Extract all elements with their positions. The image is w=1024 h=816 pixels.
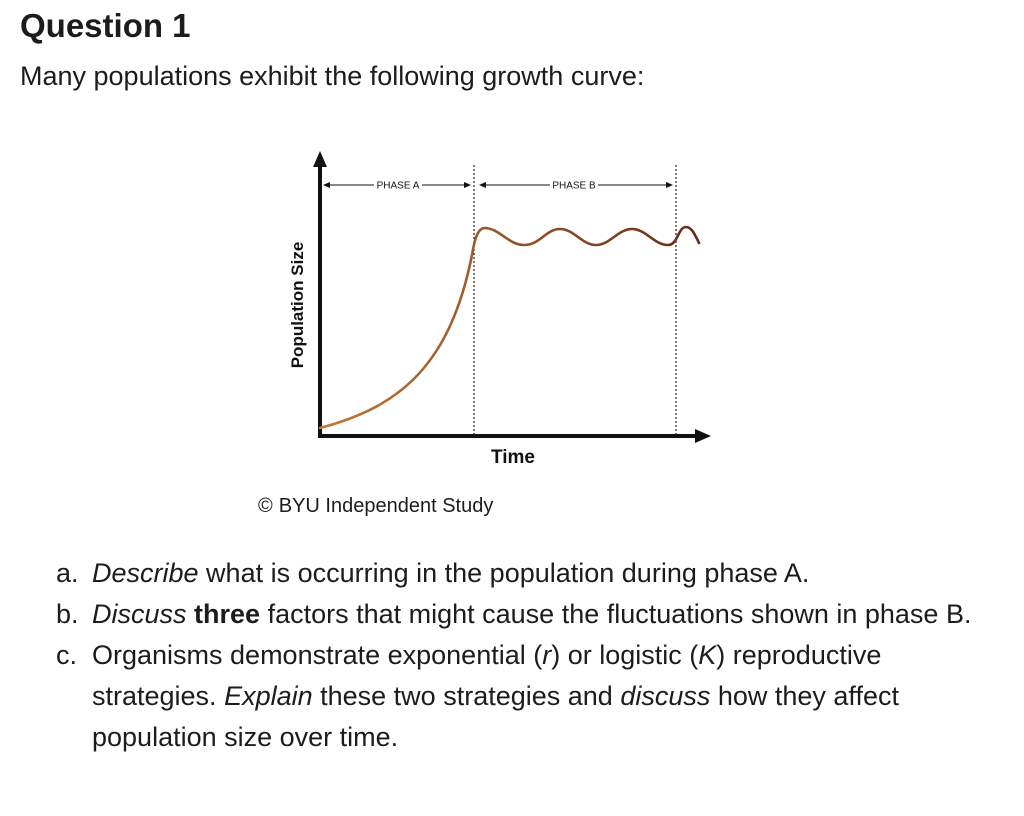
phase-a-arrowhead-right bbox=[464, 182, 471, 188]
phase-b-label: PHASE B bbox=[552, 181, 596, 192]
part-c-k-symbol: K bbox=[698, 640, 717, 670]
part-b-text: factors that might cause the fluctuation… bbox=[260, 599, 972, 629]
phase-b-arrowhead-right bbox=[666, 182, 673, 188]
part-c-text-3: ) reproductive strategies. bbox=[92, 640, 882, 711]
question-intro: Many populations exhibit the following g… bbox=[20, 61, 645, 91]
x-axis-arrowhead bbox=[695, 429, 711, 443]
part-c-text-1: Organisms demonstrate exponential ( bbox=[92, 640, 543, 670]
growth-curve-chart: PHASE A PHASE B Time Population Size bbox=[288, 151, 711, 468]
part-c-verb-explain: Explain bbox=[224, 681, 313, 711]
part-c-verb-discuss: discuss bbox=[620, 681, 711, 711]
part-b: b. Discuss three factors that might cause… bbox=[56, 594, 996, 635]
copyright-symbol: © bbox=[258, 495, 273, 517]
phase-a-label: PHASE A bbox=[377, 181, 420, 192]
copyright-note: © BYU Independent Study bbox=[258, 492, 493, 520]
question-parts: a. Describe what is occurring in the popu… bbox=[56, 553, 996, 758]
part-b-verb: Discuss bbox=[92, 599, 187, 629]
part-c-r-symbol: r bbox=[542, 640, 552, 670]
y-axis-label: Population Size bbox=[288, 242, 307, 369]
part-b-marker: b. bbox=[56, 599, 79, 629]
phase-a-arrowhead-left bbox=[323, 182, 330, 188]
part-a-marker: a. bbox=[56, 558, 79, 588]
part-c-marker: c. bbox=[56, 640, 78, 670]
part-a: a. Describe what is occurring in the popu… bbox=[56, 553, 996, 594]
x-axis-label: Time bbox=[491, 447, 535, 468]
part-c-text-5: how they affect population size over tim… bbox=[92, 681, 899, 752]
growth-curve-figure: PHASE A PHASE B Time Population Size bbox=[270, 145, 730, 480]
part-c-text-4: these two strategies and bbox=[312, 681, 621, 711]
part-c-text-2: ) or logistic ( bbox=[551, 640, 699, 670]
question-title: Question 1 bbox=[20, 7, 191, 44]
part-a-verb: Describe bbox=[92, 558, 199, 588]
part-c: c. Organisms demonstrate exponential (r) … bbox=[56, 635, 996, 758]
y-axis-arrowhead bbox=[313, 151, 327, 167]
copyright-text: BYU Independent Study bbox=[278, 495, 494, 517]
phase-b-arrowhead-left bbox=[479, 182, 486, 188]
population-growth-curve bbox=[318, 225, 701, 430]
part-a-text: what is occurring in the population duri… bbox=[198, 558, 810, 588]
part-b-emphasis: three bbox=[194, 599, 261, 629]
